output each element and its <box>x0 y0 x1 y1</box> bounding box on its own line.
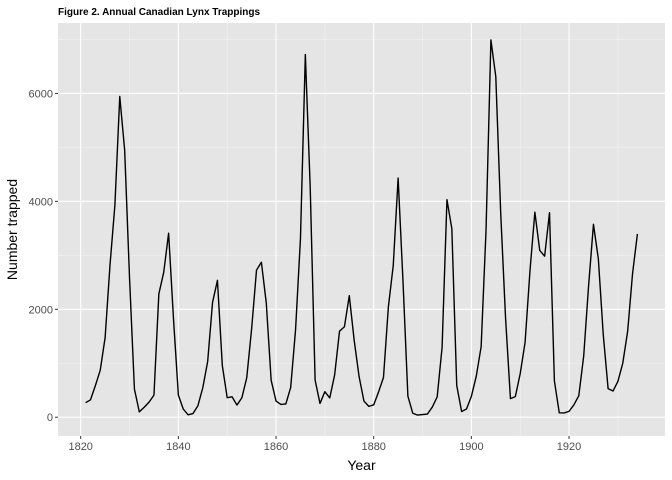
major-gridlines <box>58 23 665 436</box>
plot-panel <box>58 23 665 436</box>
y-tick-label: 2000 <box>29 304 53 316</box>
x-tick-label: 1920 <box>557 441 581 453</box>
y-tick-label: 0 <box>47 412 53 424</box>
x-tick-label: 1900 <box>459 441 483 453</box>
y-axis: 0 2000 4000 6000 <box>29 88 58 424</box>
chart-title: Figure 2. Annual Canadian Lynx Trappings <box>58 7 261 18</box>
x-tick-label: 1860 <box>264 441 288 453</box>
x-tick-label: 1820 <box>68 441 92 453</box>
y-tick-label: 4000 <box>29 196 53 208</box>
series-line <box>85 39 639 416</box>
x-tick-label: 1840 <box>166 441 190 453</box>
minor-gridlines <box>58 23 665 436</box>
y-axis-title: Number trapped <box>4 179 20 280</box>
x-tick-label: 1880 <box>361 441 385 453</box>
x-axis-title: Year <box>347 457 376 473</box>
x-axis: 1820 1840 1860 1880 1900 1920 <box>68 436 581 453</box>
y-tick-label: 6000 <box>29 88 53 100</box>
